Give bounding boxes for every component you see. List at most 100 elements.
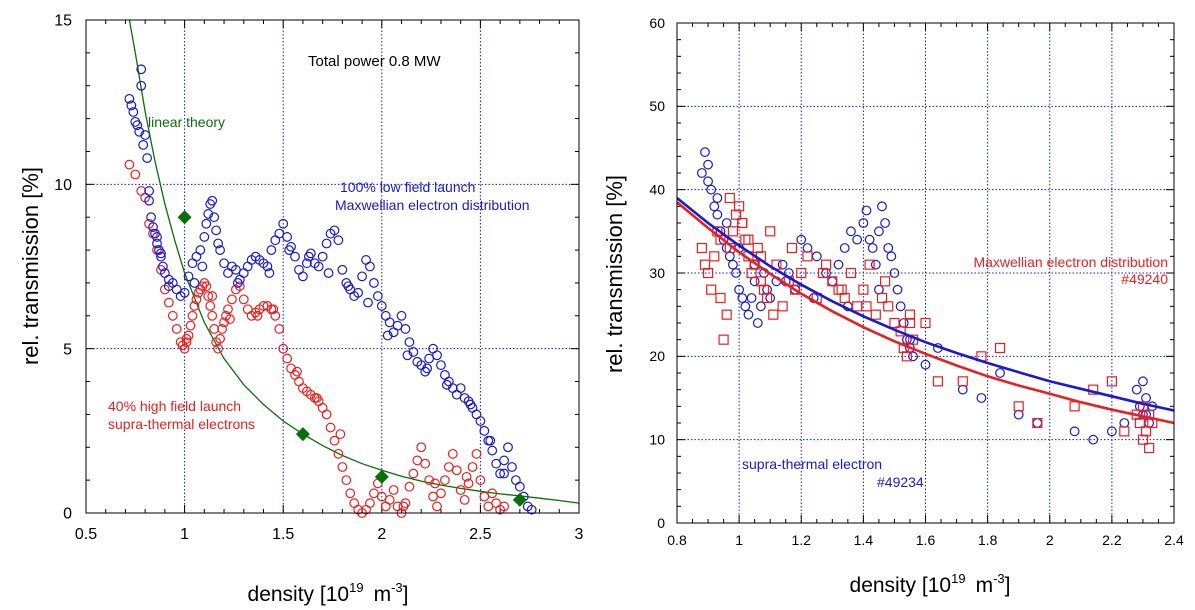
right-x-tick-label: 2.4 xyxy=(1164,532,1184,548)
left-blue-point xyxy=(479,425,490,436)
left-gridlines xyxy=(85,19,580,514)
right-red-point xyxy=(861,301,872,312)
right-xlabel-unit: m xyxy=(976,574,994,597)
left-blue-point xyxy=(404,337,415,347)
right-blue-point xyxy=(746,293,757,303)
right-x-tick-label: 1.8 xyxy=(978,532,998,548)
left-red-point xyxy=(181,333,192,344)
right-blue-point xyxy=(839,243,850,253)
left-red-point xyxy=(268,304,279,315)
left-blue-point xyxy=(514,481,525,492)
left-red-point xyxy=(311,393,322,403)
right-red-point xyxy=(706,284,717,295)
right-red-point xyxy=(920,317,931,329)
left-diamond-point xyxy=(177,210,192,225)
left-blue-point xyxy=(526,504,537,515)
left-x-tick-label: 0.5 xyxy=(75,526,97,543)
left-red-point xyxy=(223,304,233,315)
right-blue-point xyxy=(728,259,738,270)
right-blue-point xyxy=(1013,409,1024,420)
right-blue-point xyxy=(920,359,931,370)
right-blue-point xyxy=(1119,418,1130,428)
left-blue-point xyxy=(142,153,153,163)
right-blue-point xyxy=(712,209,723,220)
left-red-point xyxy=(440,475,450,486)
left-red-point xyxy=(384,494,395,505)
right-gridlines xyxy=(676,22,1175,524)
left-x-tick-label: 1.5 xyxy=(272,526,294,543)
right-red-point xyxy=(858,284,869,295)
left-blue-point xyxy=(495,468,506,479)
right-blue-point xyxy=(1141,393,1151,403)
right-blue-point xyxy=(883,243,894,253)
left-red-point xyxy=(238,294,249,305)
right-red-point xyxy=(734,201,745,212)
left-blue-point xyxy=(298,271,308,282)
right-blue-point xyxy=(874,284,884,295)
right-plot-frame xyxy=(676,22,1175,524)
right-red-point xyxy=(789,284,801,295)
right-annotation-supra2: #49234 xyxy=(877,474,924,490)
right-blue-point xyxy=(827,276,838,287)
left-red-point xyxy=(219,317,229,328)
left-blue-point xyxy=(187,258,198,269)
left-red-point xyxy=(205,301,216,311)
left-annotation-high2: supra-thermal electrons xyxy=(108,416,255,432)
left-blue-point xyxy=(146,212,156,223)
left-blue-point xyxy=(436,360,446,371)
right-blue-point xyxy=(1069,426,1080,437)
left-blue-point xyxy=(156,251,166,262)
left-blue-point xyxy=(343,281,354,292)
right-blue-point xyxy=(749,276,760,287)
right-red-point xyxy=(889,317,900,329)
left-blue-point xyxy=(209,212,220,223)
right-red-point xyxy=(796,267,807,279)
right-red-point xyxy=(932,376,944,387)
left-red-point xyxy=(317,402,328,413)
left-red-point xyxy=(432,501,442,512)
right-blue-point xyxy=(892,284,903,295)
right-red-point xyxy=(718,334,729,345)
left-blue-point xyxy=(323,268,334,278)
left-red-point xyxy=(278,343,289,354)
right-red-point xyxy=(994,342,1006,354)
right-red-point xyxy=(702,267,714,279)
left-red-point xyxy=(130,169,141,180)
right-tick-labels: 0.8 1 1.2 1.4 1.6 1.8 2 2.2 2.4 0 10 20 30 40 50 60 xyxy=(649,15,1184,548)
right-red-point xyxy=(1137,434,1149,445)
right-red-point xyxy=(777,301,788,312)
left-red-point xyxy=(274,324,285,334)
right-y-tick-label: 0 xyxy=(657,515,665,531)
left-blue-point xyxy=(290,251,300,262)
right-red-point xyxy=(743,234,754,245)
right-blue-point xyxy=(880,218,891,228)
right-fit-lines xyxy=(676,196,1175,425)
left-blue-point xyxy=(207,195,218,206)
right-blue-point xyxy=(864,234,875,245)
left-blue-point xyxy=(337,264,348,275)
right-red-point xyxy=(817,267,829,279)
left-blue-point xyxy=(191,251,202,262)
left-xlabel-main: density [10 xyxy=(248,583,350,606)
left-red-point xyxy=(227,294,237,305)
left-red-point xyxy=(207,310,218,321)
right-red-point xyxy=(715,292,726,304)
right-red-point xyxy=(740,234,751,245)
left-red-point xyxy=(270,310,281,321)
right-blue-point xyxy=(898,318,909,328)
left-red-point xyxy=(430,478,440,489)
right-blue-point xyxy=(1088,434,1099,445)
left-blue-point xyxy=(211,225,222,236)
left-xlabel-unit: m xyxy=(374,583,392,606)
left-red-point xyxy=(201,281,212,292)
left-xlabel-unit-sup: -3 xyxy=(391,580,403,595)
left-blue-point xyxy=(136,80,147,91)
right-blue-point xyxy=(762,284,772,295)
right-blue-point xyxy=(867,243,878,253)
left-red-point xyxy=(424,475,435,486)
right-y-tick-label: 10 xyxy=(649,432,665,448)
right-y-tick-label: 30 xyxy=(649,265,665,281)
right-red-point xyxy=(696,242,707,254)
right-red-point xyxy=(864,259,875,270)
left-red-point xyxy=(282,353,293,364)
